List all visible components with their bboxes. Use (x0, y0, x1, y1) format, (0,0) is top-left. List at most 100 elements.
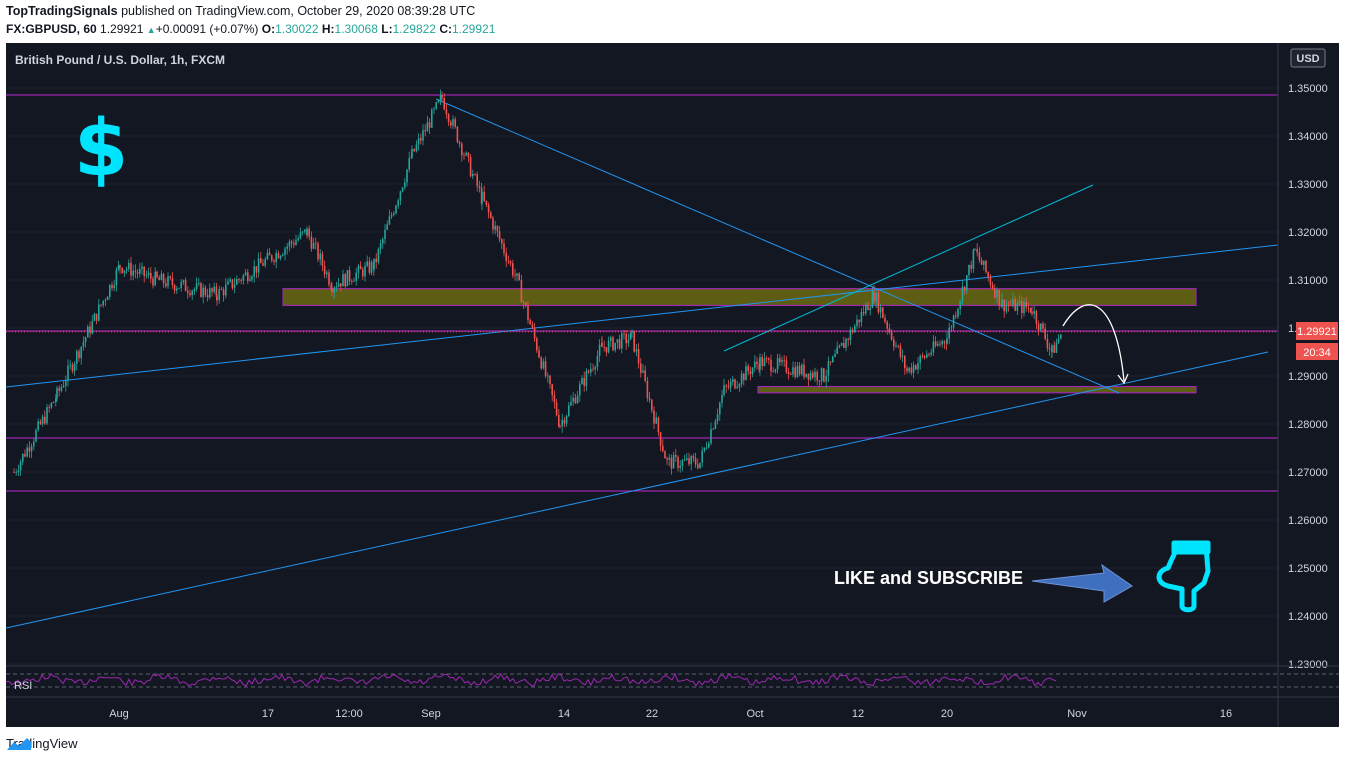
candle-body (41, 416, 44, 425)
candle-body (856, 319, 858, 326)
candle-body (672, 455, 675, 469)
candle-body (162, 273, 165, 284)
candle-body (359, 265, 362, 270)
candle-body (961, 286, 964, 302)
candle-body (708, 443, 710, 448)
candle-body (890, 331, 893, 340)
candle-body (877, 292, 880, 313)
candle-body (829, 361, 832, 363)
candle-body (308, 228, 310, 237)
candle-body (244, 272, 247, 276)
candle-body (317, 243, 319, 260)
candle-body (921, 355, 924, 357)
candle-body (834, 353, 836, 357)
candle-body (996, 289, 998, 298)
candle-body (141, 266, 143, 269)
candle-body (1040, 323, 1042, 331)
candle-body (264, 259, 266, 266)
candle-body (664, 451, 666, 459)
candle-body (213, 286, 215, 292)
price-axis[interactable]: 1.350001.340001.330001.320001.310001.300… (1288, 83, 1328, 671)
candle-body (187, 291, 189, 294)
candle-body (222, 289, 225, 296)
candle-body (754, 361, 756, 368)
candle-body (184, 280, 187, 292)
chart-frame[interactable]: $ LIKE and SUBSCRIBE 1.35000 1.34000 1.330… (6, 43, 1339, 727)
candle-body (364, 265, 366, 277)
candle-body (262, 263, 264, 266)
candle-body (370, 262, 373, 273)
x-tick-label: 20 (941, 708, 953, 720)
candle-body (904, 356, 906, 369)
candle-body (104, 300, 107, 301)
candle-body (251, 276, 253, 280)
candle-body (463, 155, 465, 156)
candle-body (413, 148, 415, 152)
candle-body (323, 265, 326, 275)
candle-body (512, 263, 514, 276)
candle-body (119, 265, 121, 268)
rsi-label: RSI (14, 680, 32, 692)
footer[interactable]: TradingView (6, 736, 78, 751)
candle-body (559, 426, 561, 427)
candle-body (437, 99, 440, 103)
y-tick-label: 1.27000 (1288, 467, 1328, 479)
candle-body (56, 388, 58, 399)
candle-body (934, 341, 937, 346)
candle-body (189, 293, 191, 296)
candle-body (342, 274, 344, 287)
candle-body (727, 386, 730, 388)
candle-body (404, 182, 406, 188)
candle-body (884, 317, 886, 322)
x-tick-label: 17 (262, 708, 274, 720)
candle-body (288, 241, 291, 247)
candle-body (592, 368, 594, 370)
candle-body (373, 258, 375, 270)
time-axis[interactable]: Aug 17 12:00 Sep 14 22 Oct 12 20 Nov 16 (109, 708, 1232, 720)
x-tick-label: 14 (558, 708, 570, 720)
candle-body (558, 414, 560, 427)
candle-body (527, 305, 529, 321)
candle-body (518, 273, 520, 281)
candle-body (384, 229, 386, 240)
candle-body (930, 352, 932, 355)
candle-body (490, 212, 492, 218)
candle-body (836, 347, 838, 354)
candle-body (544, 361, 547, 377)
candle-body (792, 367, 794, 375)
candle-body (765, 358, 768, 360)
candle-body (445, 109, 448, 115)
candle-body (572, 397, 574, 402)
candle-body (91, 320, 93, 334)
candle-body (1003, 299, 1005, 312)
candle-body (390, 214, 393, 217)
currency-badge-label: USD (1296, 53, 1319, 65)
resistance-zone (282, 288, 1197, 307)
candle-body (1035, 311, 1038, 324)
currency-badge[interactable] (1290, 48, 1326, 68)
candle-body (69, 364, 71, 366)
candle-body (198, 283, 200, 284)
candle-body (98, 304, 100, 321)
candle-body (987, 272, 989, 278)
candle-body (783, 360, 785, 361)
candle-body (46, 407, 48, 424)
candle-body (156, 271, 158, 278)
candle-body (670, 457, 673, 469)
candle-body (152, 278, 154, 286)
publisher-name[interactable]: TopTradingSignals (6, 4, 118, 18)
candle-body (1014, 299, 1016, 311)
candle-body (845, 338, 847, 348)
candle-body (627, 339, 630, 344)
candle-body (158, 277, 160, 281)
candle-body (19, 461, 22, 471)
candle-body (255, 266, 258, 273)
trendline-channel-upper (6, 244, 1279, 388)
trendline-cyan (723, 184, 1094, 352)
candle-body (132, 270, 134, 276)
candle-body (610, 337, 612, 341)
candle-body (229, 279, 231, 282)
price-chart[interactable]: $ LIKE and SUBSCRIBE 1.35000 1.34000 1.330… (6, 43, 1339, 727)
rsi-pane[interactable]: RSI (6, 665, 1339, 695)
price-tag (1296, 322, 1338, 340)
